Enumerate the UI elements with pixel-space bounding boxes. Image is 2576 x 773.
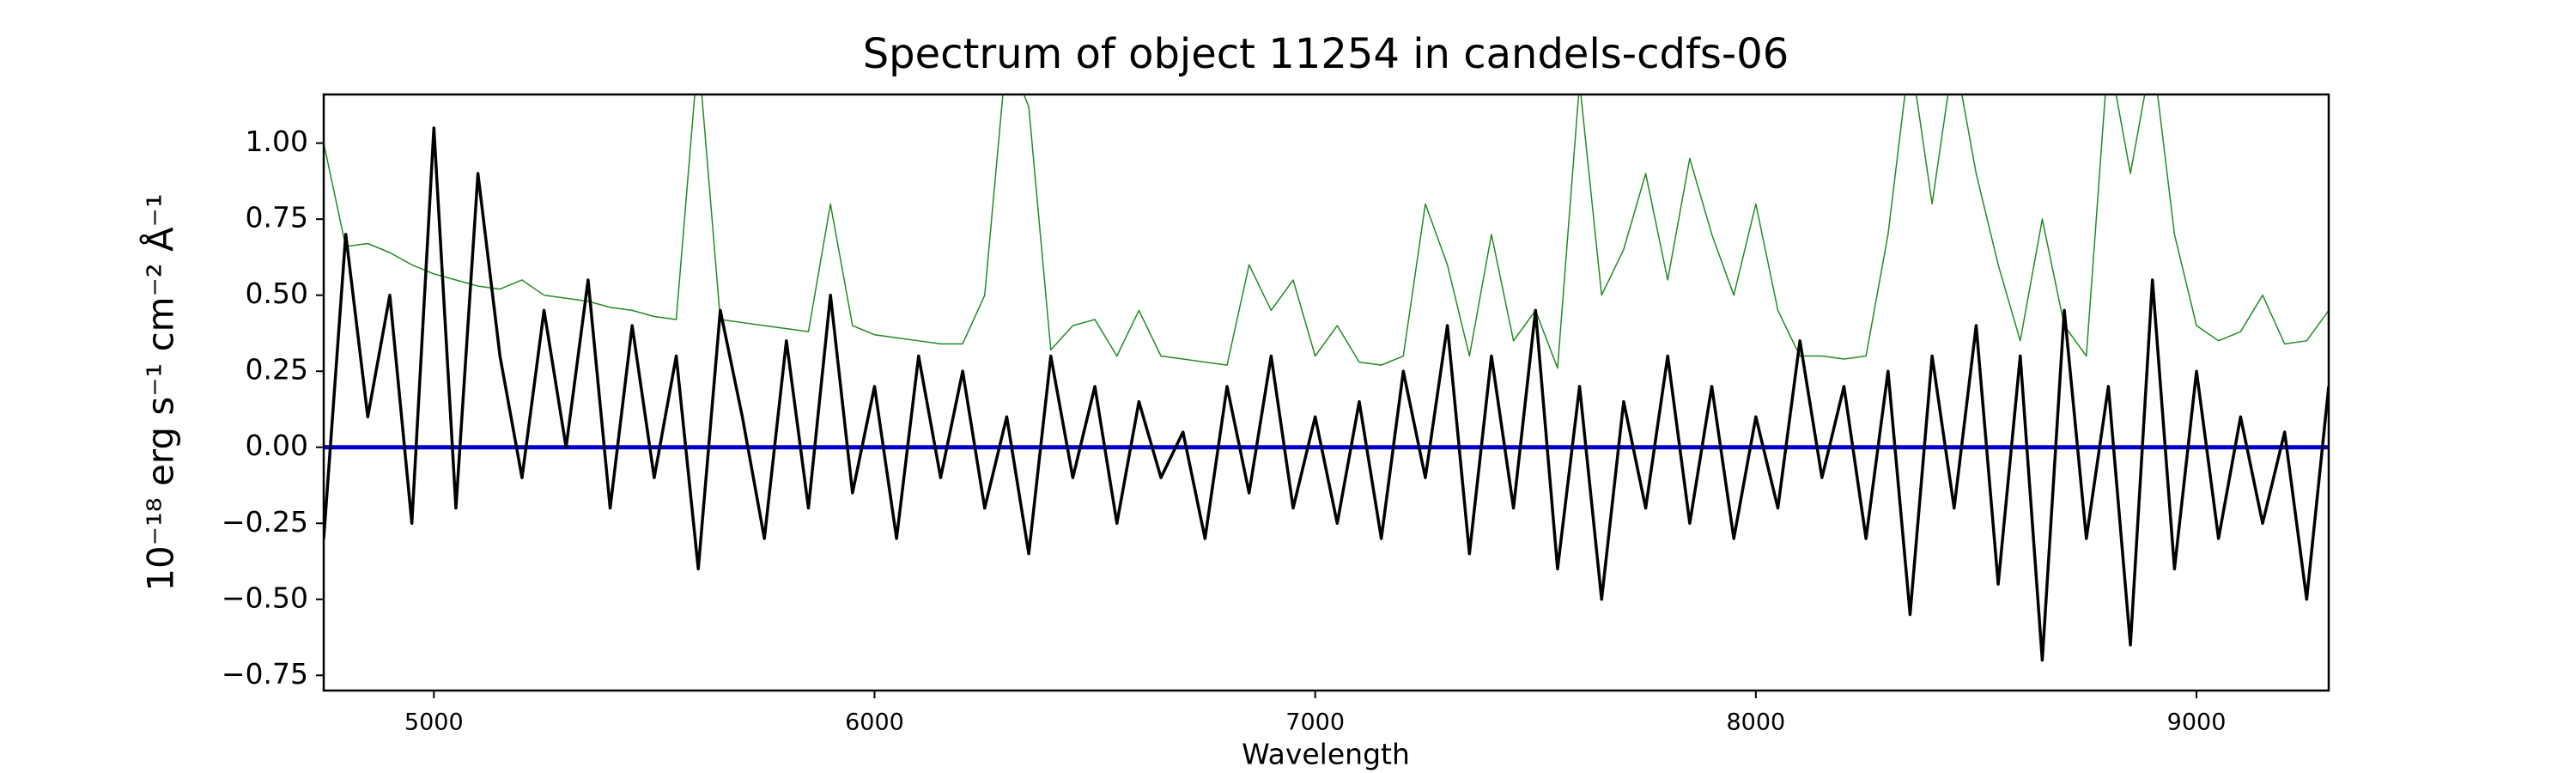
plot-frame — [322, 93, 2330, 692]
x-tick-label: 6000 — [845, 709, 904, 736]
spectrum-line — [324, 126, 2329, 662]
y-tick-label: 0.25 — [246, 353, 308, 386]
y-tick-label: 1.00 — [246, 125, 308, 158]
x-axis-label: Wavelength — [1242, 738, 1410, 771]
spectrum-line — [324, 94, 2329, 369]
y-tick-label: 0.00 — [246, 429, 308, 462]
x-tick-label: 7000 — [1285, 709, 1345, 736]
plot-area — [324, 94, 2329, 662]
y-tick-label: −0.50 — [222, 581, 308, 614]
y-tick-label: 0.75 — [246, 201, 308, 234]
chart-title: Spectrum of object 11254 in candels-cdfs… — [863, 30, 1789, 78]
x-tick-label: 9000 — [2167, 709, 2227, 736]
y-axis-label: 10⁻¹⁸ erg s⁻¹ cm⁻² Å⁻¹ — [139, 193, 182, 591]
y-tick-label: −0.75 — [222, 657, 308, 691]
x-tick-label: 5000 — [404, 709, 464, 736]
x-tick-label: 8000 — [1726, 709, 1785, 736]
y-tick-label: 0.50 — [246, 277, 308, 310]
y-tick-label: −0.25 — [222, 505, 308, 539]
